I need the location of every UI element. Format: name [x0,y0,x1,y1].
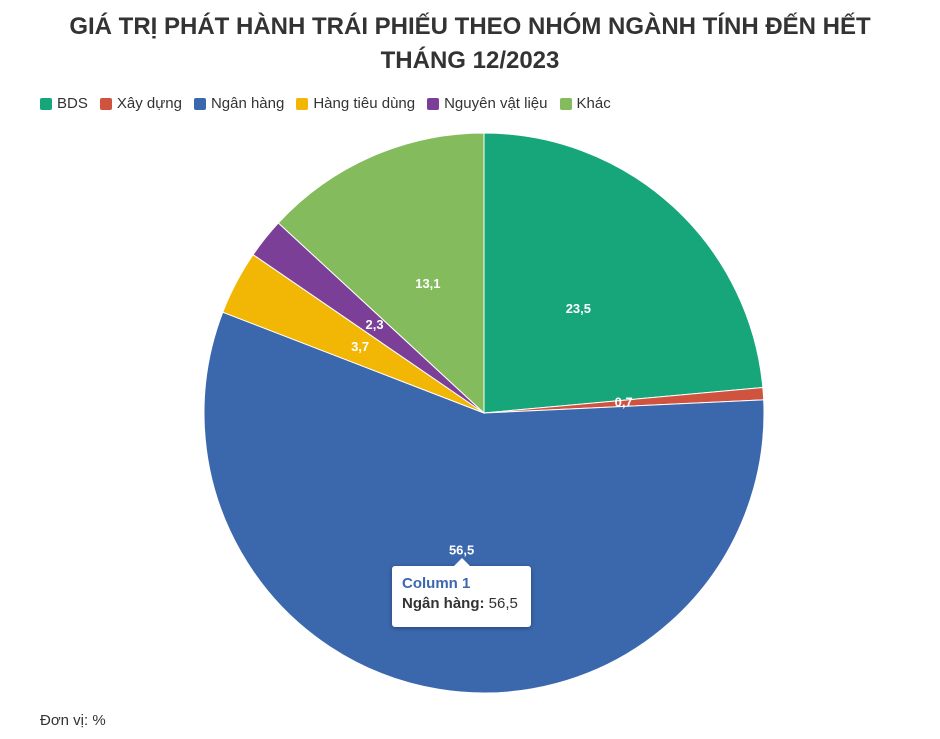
legend-label: Hàng tiêu dùng [313,95,416,112]
pie-slice [277,132,485,415]
legend-label: Khác [576,95,611,112]
legend-item[interactable]: Xây dựng [99,95,182,112]
pie-slice [203,311,765,694]
legend-label: BDS [57,95,88,112]
legend-swatch [99,97,112,110]
legend-swatch [559,97,572,110]
data-label: 3,7 [351,339,369,354]
tooltip-body: Ngân hàng: 56,5 [402,595,521,612]
data-label: 0,7 [615,395,633,410]
legend-item[interactable]: Khác [559,95,611,112]
data-label: 23,5 [566,301,591,316]
legend-item[interactable]: Ngân hàng [193,95,285,112]
legend-item[interactable]: BDS [40,95,88,112]
legend-swatch [296,97,309,110]
chart-title: GIÁ TRỊ PHÁT HÀNH TRÁI PHIẾU THEO NHÓM N… [69,13,871,74]
unit-note: Đơn vị: % [40,712,106,729]
legend-item[interactable]: Nguyên vật liệu [427,95,548,112]
legend-item[interactable]: Hàng tiêu dùng [296,95,415,112]
tooltip-value: 56,5 [488,595,518,612]
tooltip-label: Ngân hàng: [402,595,485,612]
data-label: 13,1 [415,276,440,291]
legend-label: Nguyên vật liệu [444,95,548,112]
pie-slice [483,132,764,414]
legend-swatch [40,97,52,110]
tooltip-title: Column 1 [402,575,471,592]
legend-swatch [427,97,440,110]
data-label: 56,5 [449,543,474,558]
data-label: 2,3 [366,317,384,332]
legend-label: Ngân hàng [210,95,285,112]
legend: BDS Xây dựng Ngân hàng Hàng tiêu dùng Nguyên… [40,95,611,112]
legend-swatch [193,97,206,110]
tooltip: Column 1 Ngân hàng: 56,5 [392,558,531,627]
legend-label: Xây dựng [116,95,182,112]
